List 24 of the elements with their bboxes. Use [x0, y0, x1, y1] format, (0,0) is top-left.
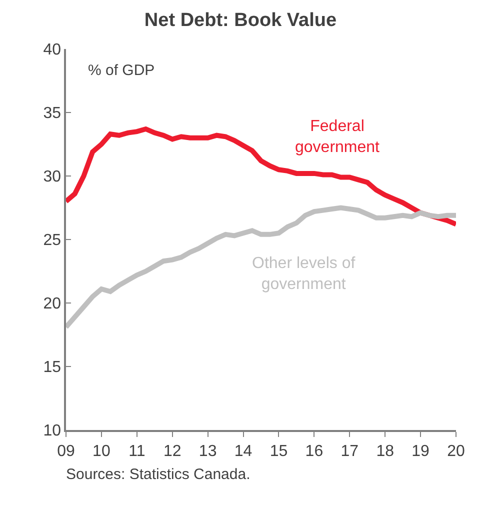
- y-tick-label: 10: [43, 422, 62, 440]
- x-tick-label: 11: [128, 442, 146, 460]
- y-tick-label: 35: [43, 105, 62, 122]
- x-tick-label: 12: [163, 442, 182, 460]
- x-tick-label: 16: [305, 442, 324, 460]
- x-tick-label: 14: [234, 442, 252, 460]
- y-axis-title: % of GDP: [88, 62, 155, 79]
- x-tick-label: 10: [92, 442, 110, 460]
- x-tick-label: 18: [376, 442, 394, 460]
- chart-title: Net Debt: Book Value: [144, 10, 337, 31]
- y-tick-label: 15: [43, 359, 62, 376]
- y-tick-label: 20: [43, 296, 62, 313]
- series-label: Federal government: [295, 118, 380, 156]
- x-tick-label: 17: [340, 442, 359, 460]
- y-tick-label: 30: [43, 168, 62, 186]
- x-tick-label: 09: [57, 442, 75, 460]
- x-tick-label: 13: [198, 442, 217, 460]
- y-tick-label: 40: [43, 42, 62, 59]
- x-tick-label: 15: [270, 442, 288, 460]
- y-tick-label: 25: [43, 232, 62, 250]
- source-note: Sources: Statistics Canada.: [66, 466, 250, 483]
- x-tick-label: 19: [412, 442, 430, 460]
- series-label: Other levels of government: [252, 255, 356, 293]
- x-tick-label: 20: [447, 442, 465, 460]
